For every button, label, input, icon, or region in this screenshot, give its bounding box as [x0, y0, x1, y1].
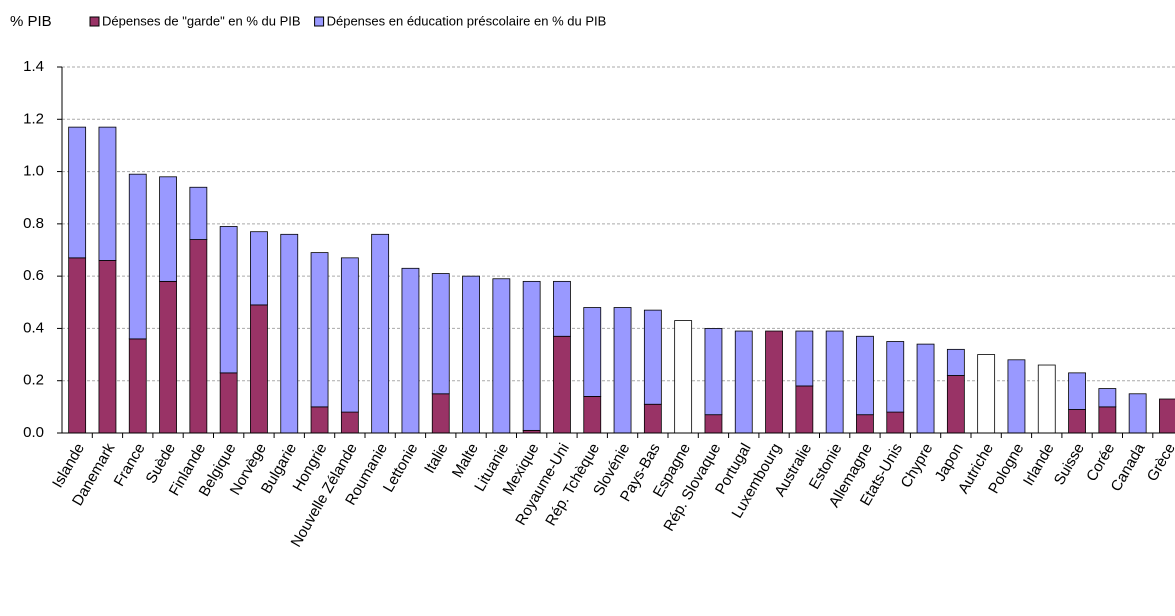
bar-segment	[189, 239, 208, 434]
y-tick-label: 0.4	[23, 319, 44, 336]
bar-segment	[734, 330, 753, 434]
legend-label: Dépenses de "garde" en % du PIB	[102, 13, 301, 28]
bar-segment	[856, 414, 874, 434]
bar-segment	[98, 260, 117, 434]
bar-segment	[825, 330, 844, 434]
y-axis-title: % PIB	[10, 13, 52, 30]
x-tick-label: Irlande	[1020, 440, 1058, 488]
bar-segment	[219, 226, 238, 374]
legend-label: Dépenses en éducation préscolaire en % d…	[327, 13, 607, 28]
bar-segment	[613, 307, 632, 434]
bar-segment	[1007, 359, 1026, 434]
bar-segment	[1068, 409, 1086, 434]
bar-segment	[250, 304, 268, 434]
bar-segment	[159, 176, 177, 282]
bar-segment	[795, 385, 814, 434]
bar-segment	[128, 173, 147, 340]
bar-segment	[401, 267, 420, 434]
bar-segment	[795, 330, 814, 387]
legend-swatch	[314, 16, 325, 27]
bar-segment	[371, 233, 390, 434]
bar-segment	[643, 403, 662, 434]
bar-segment	[765, 330, 783, 434]
bar-segment	[583, 307, 602, 397]
bar-segment	[704, 328, 723, 416]
x-tick-label: Grèce	[1144, 440, 1175, 484]
y-tick-label: 0.8	[23, 215, 44, 232]
bar-segment	[886, 341, 905, 413]
legend-swatch	[89, 16, 100, 27]
bar-segment	[704, 414, 723, 434]
bar-segment	[946, 375, 965, 434]
bar-segment	[553, 280, 571, 337]
bar-segment	[219, 372, 238, 434]
bar-segment	[856, 335, 874, 416]
bar-segment	[492, 278, 511, 434]
bar-segment	[280, 233, 299, 434]
y-tick-label: 1.0	[23, 163, 44, 180]
y-tick-label: 0.0	[23, 424, 44, 441]
bar-segment	[553, 335, 571, 434]
x-tick-label: Italie	[421, 440, 452, 476]
y-tick-label: 0.6	[23, 267, 44, 284]
bar-segment	[946, 348, 965, 376]
bar-segment	[189, 186, 208, 240]
x-tick-label: Suisse	[1051, 440, 1088, 487]
bar-segment	[643, 309, 662, 405]
bar-unsplit	[1037, 364, 1056, 434]
bar-segment	[159, 280, 177, 434]
bar-segment	[583, 395, 602, 434]
bar-segment	[310, 406, 329, 434]
bar-segment	[1159, 398, 1175, 434]
bar-segment	[128, 338, 147, 434]
y-tick-label: 0.2	[23, 372, 44, 389]
bar-segment	[431, 273, 450, 395]
bar-segment	[522, 280, 541, 431]
bar-segment	[1128, 393, 1147, 434]
bar-segment	[340, 257, 359, 413]
bar-segment	[1098, 406, 1117, 434]
bar-unsplit	[977, 354, 996, 434]
bar-segment	[250, 231, 268, 306]
bar-segment	[98, 126, 117, 261]
bar-unsplit	[674, 320, 693, 434]
bar-segment	[310, 252, 329, 408]
bar-segment	[886, 411, 905, 434]
bar-segment	[68, 257, 87, 434]
bar-segment	[1068, 372, 1086, 410]
y-tick-label: 1.2	[23, 110, 44, 127]
bar-segment	[462, 275, 480, 434]
bar-segment	[431, 393, 450, 434]
bar-segment	[1098, 388, 1117, 408]
y-tick-label: 1.4	[23, 58, 44, 75]
bar-segment	[916, 343, 935, 434]
bar-segment	[340, 411, 359, 434]
bar-segment	[68, 126, 87, 259]
